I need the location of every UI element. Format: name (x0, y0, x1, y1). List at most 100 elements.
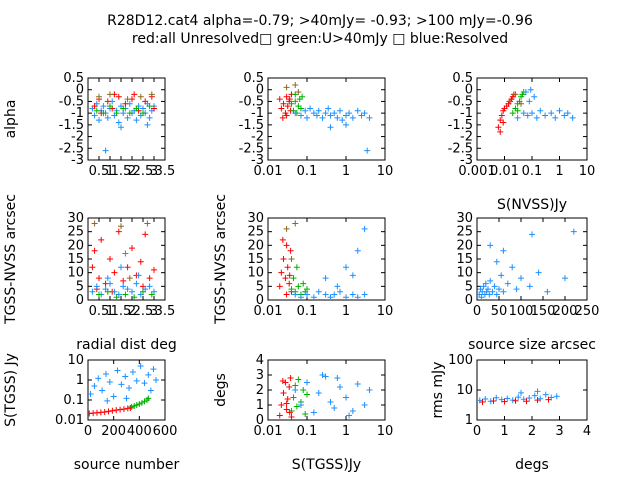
data-point (349, 291, 356, 298)
y-axis-label: rms mJy (430, 362, 446, 419)
data-point (315, 107, 322, 114)
y-tick-label: -3 (460, 153, 473, 168)
data-point (96, 291, 102, 298)
data-point (126, 384, 133, 391)
data-point (322, 291, 329, 298)
y-tick-label: 0.5 (63, 71, 84, 86)
x-tick-label: 2 (128, 164, 136, 179)
y-tick-label: 0.5 (452, 71, 473, 86)
y-tick-label: 1 (76, 373, 84, 388)
x-tick-label: 0.1 (297, 304, 318, 319)
x-tick-label: 200 (101, 424, 126, 439)
plot-frame (476, 217, 588, 301)
data-point (319, 114, 326, 121)
data-point (343, 294, 349, 300)
data-point (354, 381, 361, 387)
y-tick-label: 5 (76, 279, 84, 294)
data-point (276, 96, 283, 103)
x-tick-label: 2.5 (133, 304, 154, 319)
data-point (310, 409, 317, 416)
data-point (523, 398, 530, 405)
data-point (489, 288, 496, 295)
data-point (522, 89, 529, 96)
data-point (534, 388, 541, 395)
data-point (129, 288, 135, 295)
x-tick-label: 0.01 (254, 304, 283, 319)
data-point (313, 112, 320, 119)
data-point (126, 275, 133, 282)
x-tick-label: 3 (150, 304, 158, 319)
data-point (93, 283, 100, 290)
data-point (500, 247, 507, 254)
data-point (288, 408, 295, 414)
data-point (491, 283, 498, 290)
data-point (101, 409, 108, 416)
x-tick-label: 0.1 (297, 424, 318, 439)
data-point (495, 124, 502, 131)
data-point (354, 247, 361, 254)
data-point (120, 277, 127, 284)
data-point (529, 231, 535, 238)
data-point (292, 291, 299, 298)
data-point (276, 283, 283, 290)
data-point (339, 117, 346, 124)
data-point (297, 105, 304, 112)
data-point (509, 110, 516, 117)
data-point (141, 380, 148, 387)
data-point (533, 114, 540, 121)
y-tick-label: 30 (247, 211, 264, 226)
y-tick-label: 0 (465, 83, 473, 98)
x-tick-label: 3 (555, 424, 563, 439)
data-point (115, 119, 122, 126)
y-tick-label: 20 (456, 238, 473, 253)
data-point (111, 288, 118, 295)
data-point (290, 394, 297, 401)
data-point (482, 280, 489, 287)
y-tick-label: 30 (67, 211, 84, 226)
y-tick-label: 10 (456, 266, 473, 281)
data-point (283, 242, 290, 249)
data-point (292, 98, 299, 105)
y-tick-label: 30 (456, 211, 473, 226)
data-point (146, 114, 153, 121)
data-point (114, 367, 121, 374)
data-point (358, 112, 365, 119)
x-tick-label: 0.01 (490, 164, 519, 179)
figure-legend-line: red:all Unresolved□ green:U>40mJy □ blue… (132, 31, 508, 47)
data-point (297, 402, 304, 408)
point-group (477, 228, 577, 300)
y-tick-label: 5 (465, 279, 473, 294)
data-point (117, 406, 124, 413)
data-point (361, 110, 368, 117)
y-tick-label: 10 (247, 266, 264, 281)
data-point (140, 288, 146, 295)
data-point (514, 114, 521, 121)
data-point (304, 286, 310, 293)
x-tick-label: 400 (127, 424, 152, 439)
data-point (280, 390, 287, 396)
y-tick-label: -1.5 (59, 118, 84, 133)
data-point (504, 395, 511, 402)
y-tick-label: 2 (256, 383, 264, 398)
data-point (490, 397, 497, 404)
data-point (349, 272, 356, 279)
data-point (120, 406, 127, 413)
data-point (288, 256, 295, 262)
data-point (292, 91, 299, 98)
data-point (513, 286, 520, 293)
data-point (142, 98, 149, 105)
data-point (107, 280, 113, 287)
x-tick-label: 1 (342, 304, 350, 319)
data-point (104, 114, 111, 121)
plot-frame (87, 217, 166, 301)
data-point (136, 401, 143, 408)
data-point (131, 294, 138, 300)
data-point (487, 242, 494, 249)
y-axis-label: alpha (3, 100, 19, 139)
data-point (283, 225, 290, 232)
data-point (570, 228, 577, 235)
x-tick-label: 200 (553, 304, 578, 319)
data-point (493, 258, 500, 265)
